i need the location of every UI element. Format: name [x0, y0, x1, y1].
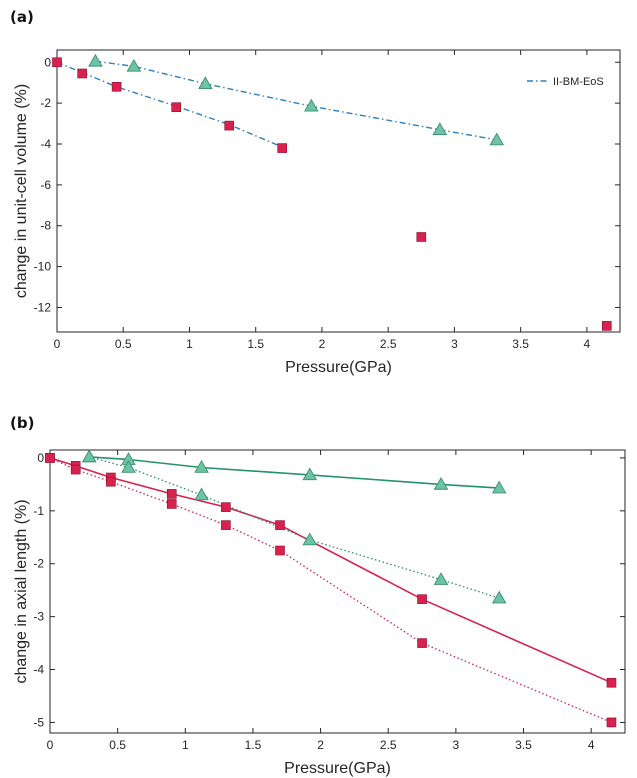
x-tick-label: 2: [319, 337, 326, 351]
data-point-triangle: [81, 449, 97, 463]
x-axis-title: Pressure(GPa): [285, 359, 392, 376]
data-point-triangle: [198, 76, 213, 90]
data-point-square: [417, 638, 427, 648]
panel-label: (a): [10, 8, 34, 26]
data-point-square: [166, 489, 177, 499]
data-point-square: [416, 232, 427, 242]
data-point-square: [221, 520, 231, 530]
x-tick-label: 0: [47, 738, 54, 752]
y-tick-label: -10: [34, 260, 52, 274]
data-point-square: [106, 476, 116, 487]
data-point-triangle: [121, 460, 136, 473]
y-axis-title: change in unit-cell volume (%): [13, 84, 30, 298]
y-tick-label: 0: [37, 451, 44, 465]
data-point-square: [221, 502, 231, 512]
data-point-triangle: [304, 98, 319, 112]
data-point-triangle: [194, 460, 209, 473]
data-point-triangle: [491, 480, 507, 494]
data-point-triangle: [432, 122, 448, 136]
data-point-square: [45, 453, 55, 463]
x-tick-label: 2.5: [380, 337, 397, 351]
x-tick-label: 3.5: [515, 738, 532, 752]
data-point-square: [606, 677, 617, 688]
data-point-triangle: [433, 572, 449, 585]
x-tick-label: 1.5: [247, 337, 264, 351]
x-tick-label: 3.5: [512, 337, 529, 351]
series-line-triangle-solid: [89, 456, 500, 489]
data-point-triangle: [88, 53, 103, 67]
x-tick-label: 1.5: [245, 738, 262, 752]
data-point-square: [166, 499, 177, 509]
y-tick-label: -1: [33, 504, 44, 518]
y-tick-label: -4: [40, 137, 51, 151]
x-tick-label: 1: [182, 738, 189, 752]
plot-area-frame: [56, 49, 621, 333]
y-tick-label: 0: [44, 55, 51, 69]
y-tick-label: -5: [33, 715, 44, 729]
y-tick-label: -8: [40, 219, 51, 233]
y-tick-label: -12: [34, 300, 52, 314]
y-tick-label: -2: [33, 557, 44, 571]
x-tick-label: 2: [317, 738, 324, 752]
panel-label: (b): [10, 414, 34, 432]
series-line-square-dotted: [49, 457, 612, 723]
plot-area-frame: [49, 449, 626, 734]
data-point-square: [52, 57, 62, 68]
data-point-square: [275, 545, 285, 556]
data-point-triangle: [302, 467, 318, 481]
series-line-triangle-dotted: [89, 456, 500, 599]
x-tick-label: 0: [54, 337, 61, 351]
x-tick-label: 3: [453, 738, 460, 752]
x-tick-label: 3: [451, 337, 458, 351]
x-tick-label: 0.5: [115, 337, 132, 351]
y-tick-label: -3: [33, 610, 44, 624]
x-tick-label: 2.5: [380, 738, 397, 752]
legend-label: II-BM-EoS: [553, 76, 604, 88]
data-point-triangle: [194, 487, 209, 501]
data-point-square: [171, 102, 182, 113]
data-point-triangle: [126, 58, 142, 72]
y-tick-label: -4: [33, 663, 44, 677]
series-line-square-solid: [49, 457, 612, 684]
x-tick-label: 0.5: [109, 738, 126, 752]
data-point-square: [417, 594, 427, 604]
data-point-triangle: [489, 132, 505, 146]
x-tick-label: 1: [186, 337, 193, 351]
data-point-square: [601, 321, 612, 331]
x-tick-label: 4: [588, 738, 595, 752]
data-point-triangle: [433, 476, 449, 490]
panel-b: (b) 0 0.5 1 1.5 2 2.5 3 3.5 4 0 -1 -2 -3 -4 -5 Pressure(…: [10, 414, 626, 777]
data-point-triangle: [491, 590, 507, 604]
y-tick-label: -2: [40, 96, 51, 110]
data-point-square: [77, 68, 87, 79]
data-point-square: [224, 120, 235, 131]
data-point-square: [111, 81, 122, 92]
x-tick-label: 4: [584, 337, 591, 351]
panel-a: (a) 0 0.5 1 1.5 2 2.5 3 3.5 4 0 -2 -4 -6 -8 -10 -12 Press…: [10, 8, 621, 376]
data-point-triangle: [302, 532, 318, 546]
data-point-square: [275, 520, 285, 530]
fit-curve-dashdot: [95, 60, 497, 141]
data-point-square: [70, 464, 81, 475]
data-point-square: [606, 717, 617, 728]
y-tick-label: -6: [40, 178, 51, 192]
data-point-square: [277, 143, 288, 153]
y-axis-title: change in axial length (%): [13, 499, 30, 683]
x-axis-title: Pressure(GPa): [284, 760, 391, 777]
